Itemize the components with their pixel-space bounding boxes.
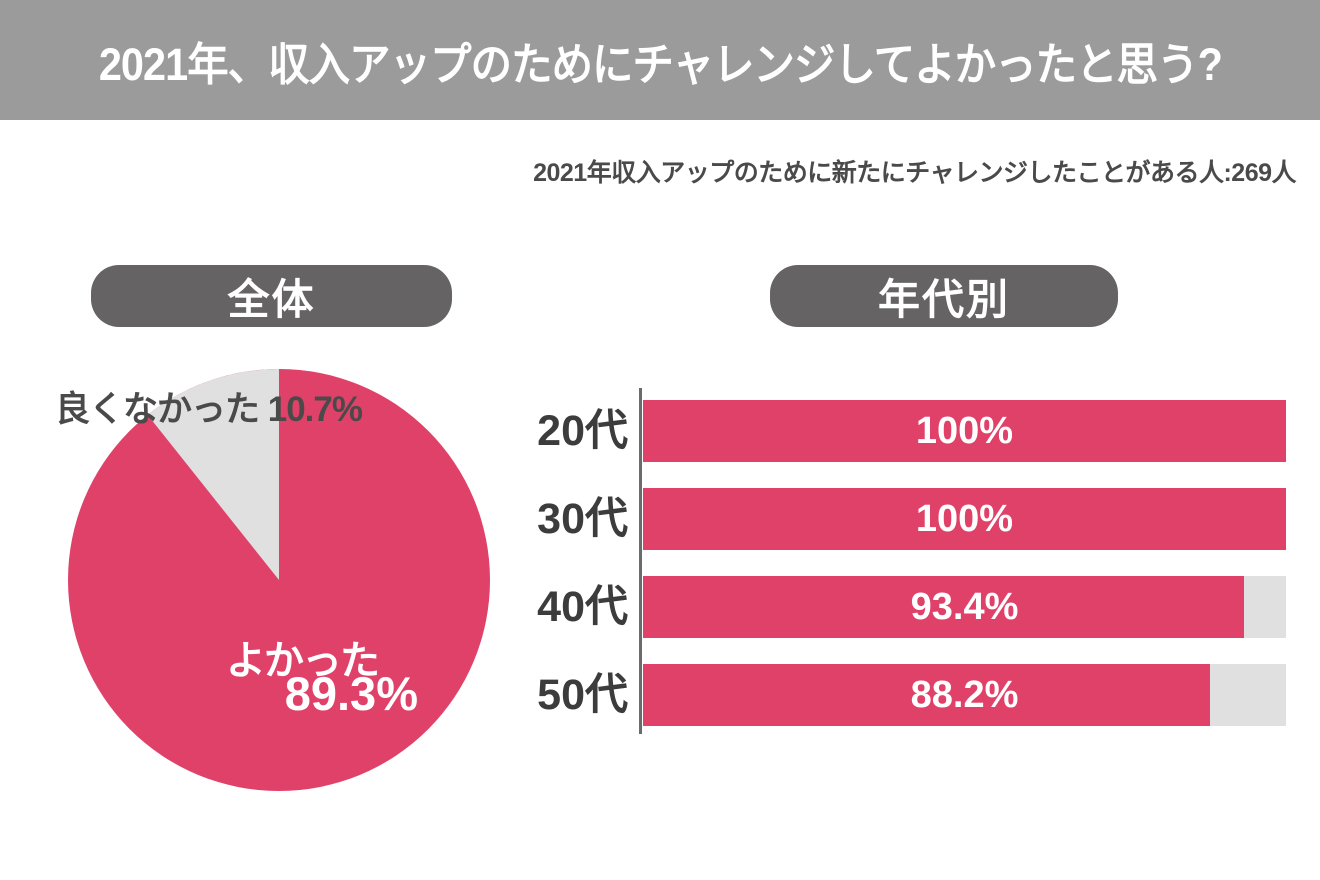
section-badge-by-age-label: 年代別 [877, 275, 1010, 323]
bar-category-label: 20代 [537, 407, 628, 455]
pie-chart [68, 369, 490, 791]
bar-category-label: 30代 [537, 495, 628, 543]
bar-row-40s: 40代 93.4% [500, 576, 1286, 638]
bar-track: 93.4% [643, 576, 1286, 638]
section-badge-overall-label: 全体 [227, 275, 316, 323]
section-badge-overall: 全体 [91, 265, 452, 327]
bar-row-50s: 50代 88.2% [500, 664, 1286, 726]
bar-value-label: 93.4% [910, 586, 1019, 628]
section-badge-by-age: 年代別 [770, 265, 1118, 327]
bar-value-label: 100% [915, 410, 1014, 452]
bar-chart-axis [639, 388, 642, 734]
bar-row-20s: 20代 100% [500, 400, 1286, 462]
bar-fill [643, 576, 1244, 638]
bar-row-30s: 30代 100% [500, 488, 1286, 550]
bar-track: 100% [643, 488, 1286, 550]
header-banner: 2021年、収入アップのためにチャレンジしてよかったと思う? [0, 0, 1320, 120]
bar-fill [643, 664, 1211, 726]
bar-chart: 20代 100% 30代 100% 40代 93.4% 50代 [500, 388, 1286, 734]
bar-track: 88.2% [643, 664, 1286, 726]
pie-value-yokatta: 89.3% [284, 667, 418, 720]
bar-track: 100% [643, 400, 1286, 462]
bar-category-label: 40代 [537, 583, 628, 631]
bar-fill [643, 400, 1286, 462]
bar-fill [643, 488, 1286, 550]
pie-label-yokunakatta: 良くなかった 10.7% [55, 390, 363, 429]
pie-chart-svg [68, 369, 490, 791]
pie-label-yokatta: よかった [226, 639, 380, 683]
bar-category-label: 50代 [537, 671, 628, 719]
bar-value-label: 88.2% [910, 674, 1019, 716]
pie-slice-yokunakatta [147, 369, 279, 580]
sample-size-note: 2021年収入アップのために新たにチャレンジしたことがある人:269人 [533, 159, 1296, 187]
page-title: 2021年、収入アップのためにチャレンジしてよかったと思う? [98, 38, 1222, 90]
bar-value-label: 100% [915, 498, 1014, 540]
